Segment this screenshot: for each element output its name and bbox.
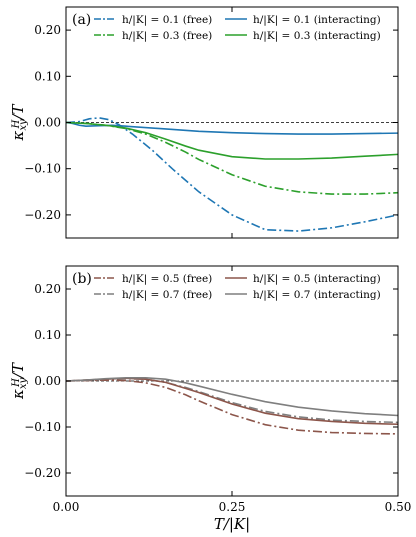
panel-b: −0.20 −0.10 0.00 0.10 0.20 0.00 0.25 0.50 (b) κ… bbox=[9, 265, 411, 533]
series-line-3 bbox=[66, 121, 398, 135]
series-line-4 bbox=[66, 376, 398, 417]
legend-item: h/|K| = 0.5 (interacting) bbox=[225, 273, 381, 286]
legend-item: h/|K| = 0.7 (interacting) bbox=[225, 289, 381, 302]
y-tick-label: −0.20 bbox=[24, 208, 61, 222]
panel-a: −0.20 −0.10 0.00 0.10 0.20 (a) κxyH/T h/|K| … bbox=[9, 6, 399, 239]
y-axis-label-text: κxyH/T bbox=[9, 362, 29, 400]
x-tick-label: 0.00 bbox=[53, 500, 80, 514]
y-tick-label: 0.10 bbox=[34, 328, 61, 342]
legend-item: h/|K| = 0.7 (free) bbox=[94, 289, 212, 302]
y-tick-label: 0.20 bbox=[34, 282, 61, 296]
legend-item: h/|K| = 0.3 (free) bbox=[94, 30, 212, 43]
legend-item: h/|K| = 0.5 (free) bbox=[94, 273, 212, 286]
y-axis-label: κxyH/T bbox=[9, 104, 29, 142]
legend-label: h/|K| = 0.1 (free) bbox=[122, 14, 212, 27]
legend-label: h/|K| = 0.3 (interacting) bbox=[253, 30, 381, 43]
series-line-4 bbox=[66, 121, 398, 160]
x-axis-label: T/|K| bbox=[214, 515, 250, 533]
legend-item: h/|K| = 0.1 (free) bbox=[94, 14, 212, 27]
series-line-3 bbox=[66, 377, 398, 426]
series-line-1 bbox=[66, 379, 398, 435]
y-axis-label: κxyH/T bbox=[9, 362, 29, 400]
legend-label: h/|K| = 0.5 (free) bbox=[122, 273, 212, 286]
legend-label: h/|K| = 0.3 (free) bbox=[122, 30, 212, 43]
y-tick-label: 0.00 bbox=[34, 116, 61, 130]
series-group bbox=[66, 117, 398, 232]
series-line-2 bbox=[66, 377, 398, 424]
y-tick-label: 0.20 bbox=[34, 23, 61, 37]
y-tick-label: −0.10 bbox=[24, 420, 61, 434]
series-line-1 bbox=[66, 117, 398, 232]
y-tick-label: −0.10 bbox=[24, 162, 61, 176]
legend: h/|K| = 0.5 (free) h/|K| = 0.7 (free) h/|K… bbox=[94, 273, 381, 302]
legend-label: h/|K| = 0.7 (interacting) bbox=[253, 289, 381, 302]
series-line-2 bbox=[66, 121, 398, 195]
legend-label: h/|K| = 0.5 (interacting) bbox=[253, 273, 381, 286]
y-tick-label: 0.00 bbox=[34, 374, 61, 388]
legend: h/|K| = 0.1 (free) h/|K| = 0.3 (free) h/|K… bbox=[94, 14, 381, 43]
x-axis-label-text: T/|K| bbox=[214, 515, 250, 533]
x-tick-label: 0.25 bbox=[219, 500, 246, 514]
y-axis-label-text: κxyH/T bbox=[9, 104, 29, 142]
legend-item: h/|K| = 0.3 (interacting) bbox=[225, 30, 381, 43]
panel-label: (a) bbox=[72, 12, 91, 28]
legend-label: h/|K| = 0.1 (interacting) bbox=[253, 14, 381, 27]
x-tick-label: 0.50 bbox=[385, 500, 412, 514]
series-group bbox=[66, 376, 398, 435]
ticks: −0.20 −0.10 0.00 0.10 0.20 0.00 0.25 0.50 bbox=[24, 266, 411, 514]
legend-label: h/|K| = 0.7 (free) bbox=[122, 289, 212, 302]
panel-label: (b) bbox=[72, 271, 92, 287]
ticks: −0.20 −0.10 0.00 0.10 0.20 bbox=[24, 7, 399, 238]
legend-item: h/|K| = 0.1 (interacting) bbox=[225, 14, 381, 27]
y-tick-label: −0.20 bbox=[24, 466, 61, 480]
y-tick-label: 0.10 bbox=[34, 69, 61, 83]
